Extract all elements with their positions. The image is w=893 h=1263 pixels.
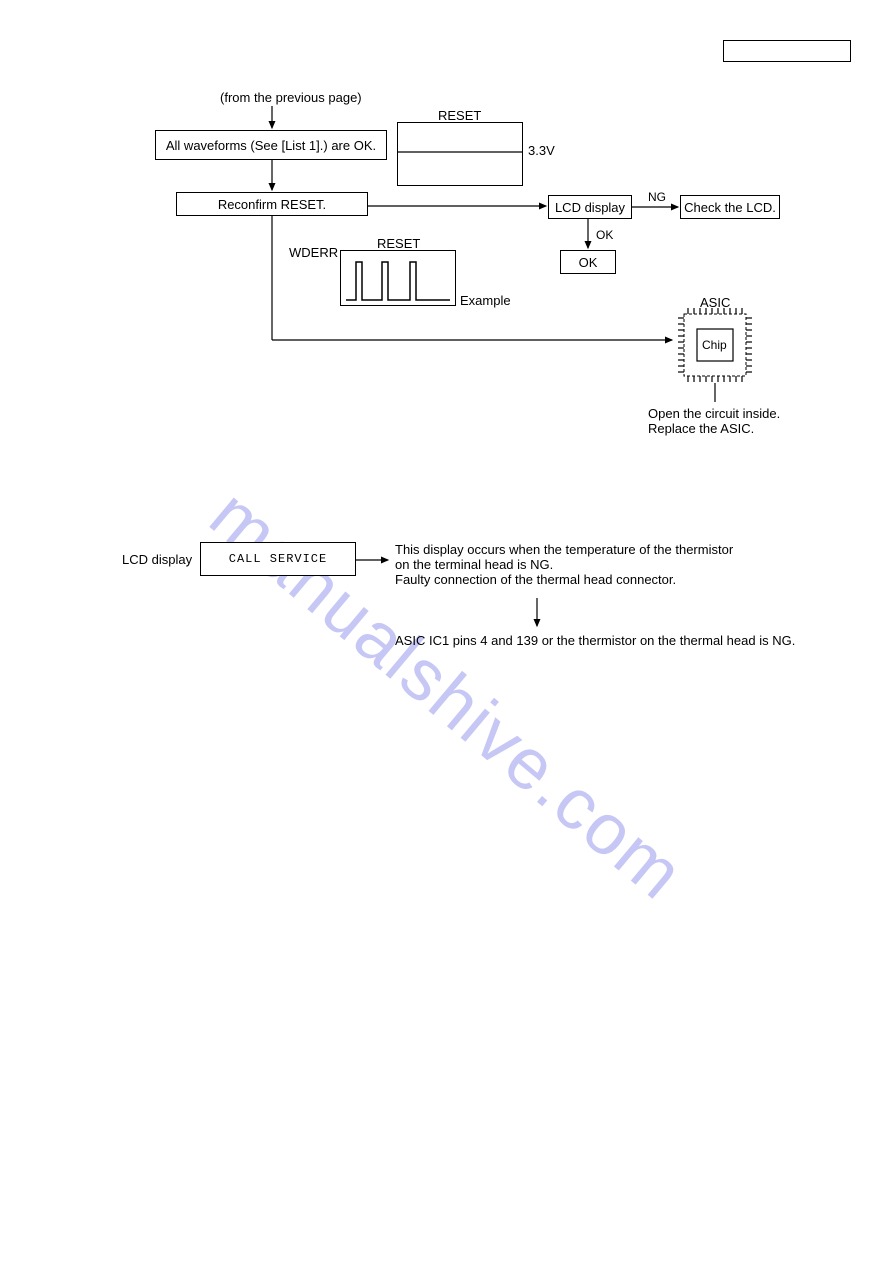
diagram-svg xyxy=(0,0,893,1263)
